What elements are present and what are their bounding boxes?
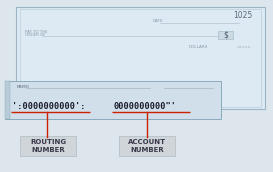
FancyBboxPatch shape	[16, 7, 265, 109]
Text: ORDER OF: ORDER OF	[25, 33, 45, 37]
FancyBboxPatch shape	[5, 81, 10, 119]
Text: DATE: DATE	[153, 19, 164, 24]
Text: DOLLARS: DOLLARS	[188, 45, 208, 49]
Text: ROUTING
NUMBER: ROUTING NUMBER	[31, 139, 67, 153]
Text: ACCOUNT
NUMBER: ACCOUNT NUMBER	[128, 139, 166, 153]
Text: =====: =====	[236, 45, 251, 50]
Text: 0000000000"': 0000000000"'	[113, 102, 176, 111]
FancyBboxPatch shape	[5, 81, 221, 119]
Text: 1025: 1025	[233, 11, 253, 20]
Text: PAY TO THE: PAY TO THE	[25, 30, 47, 34]
FancyBboxPatch shape	[119, 136, 175, 156]
Text: ':0000000000':: ':0000000000':	[12, 102, 86, 111]
FancyBboxPatch shape	[20, 136, 76, 156]
Text: MEMO: MEMO	[16, 85, 29, 89]
Text: $: $	[224, 30, 229, 39]
FancyBboxPatch shape	[218, 31, 233, 39]
